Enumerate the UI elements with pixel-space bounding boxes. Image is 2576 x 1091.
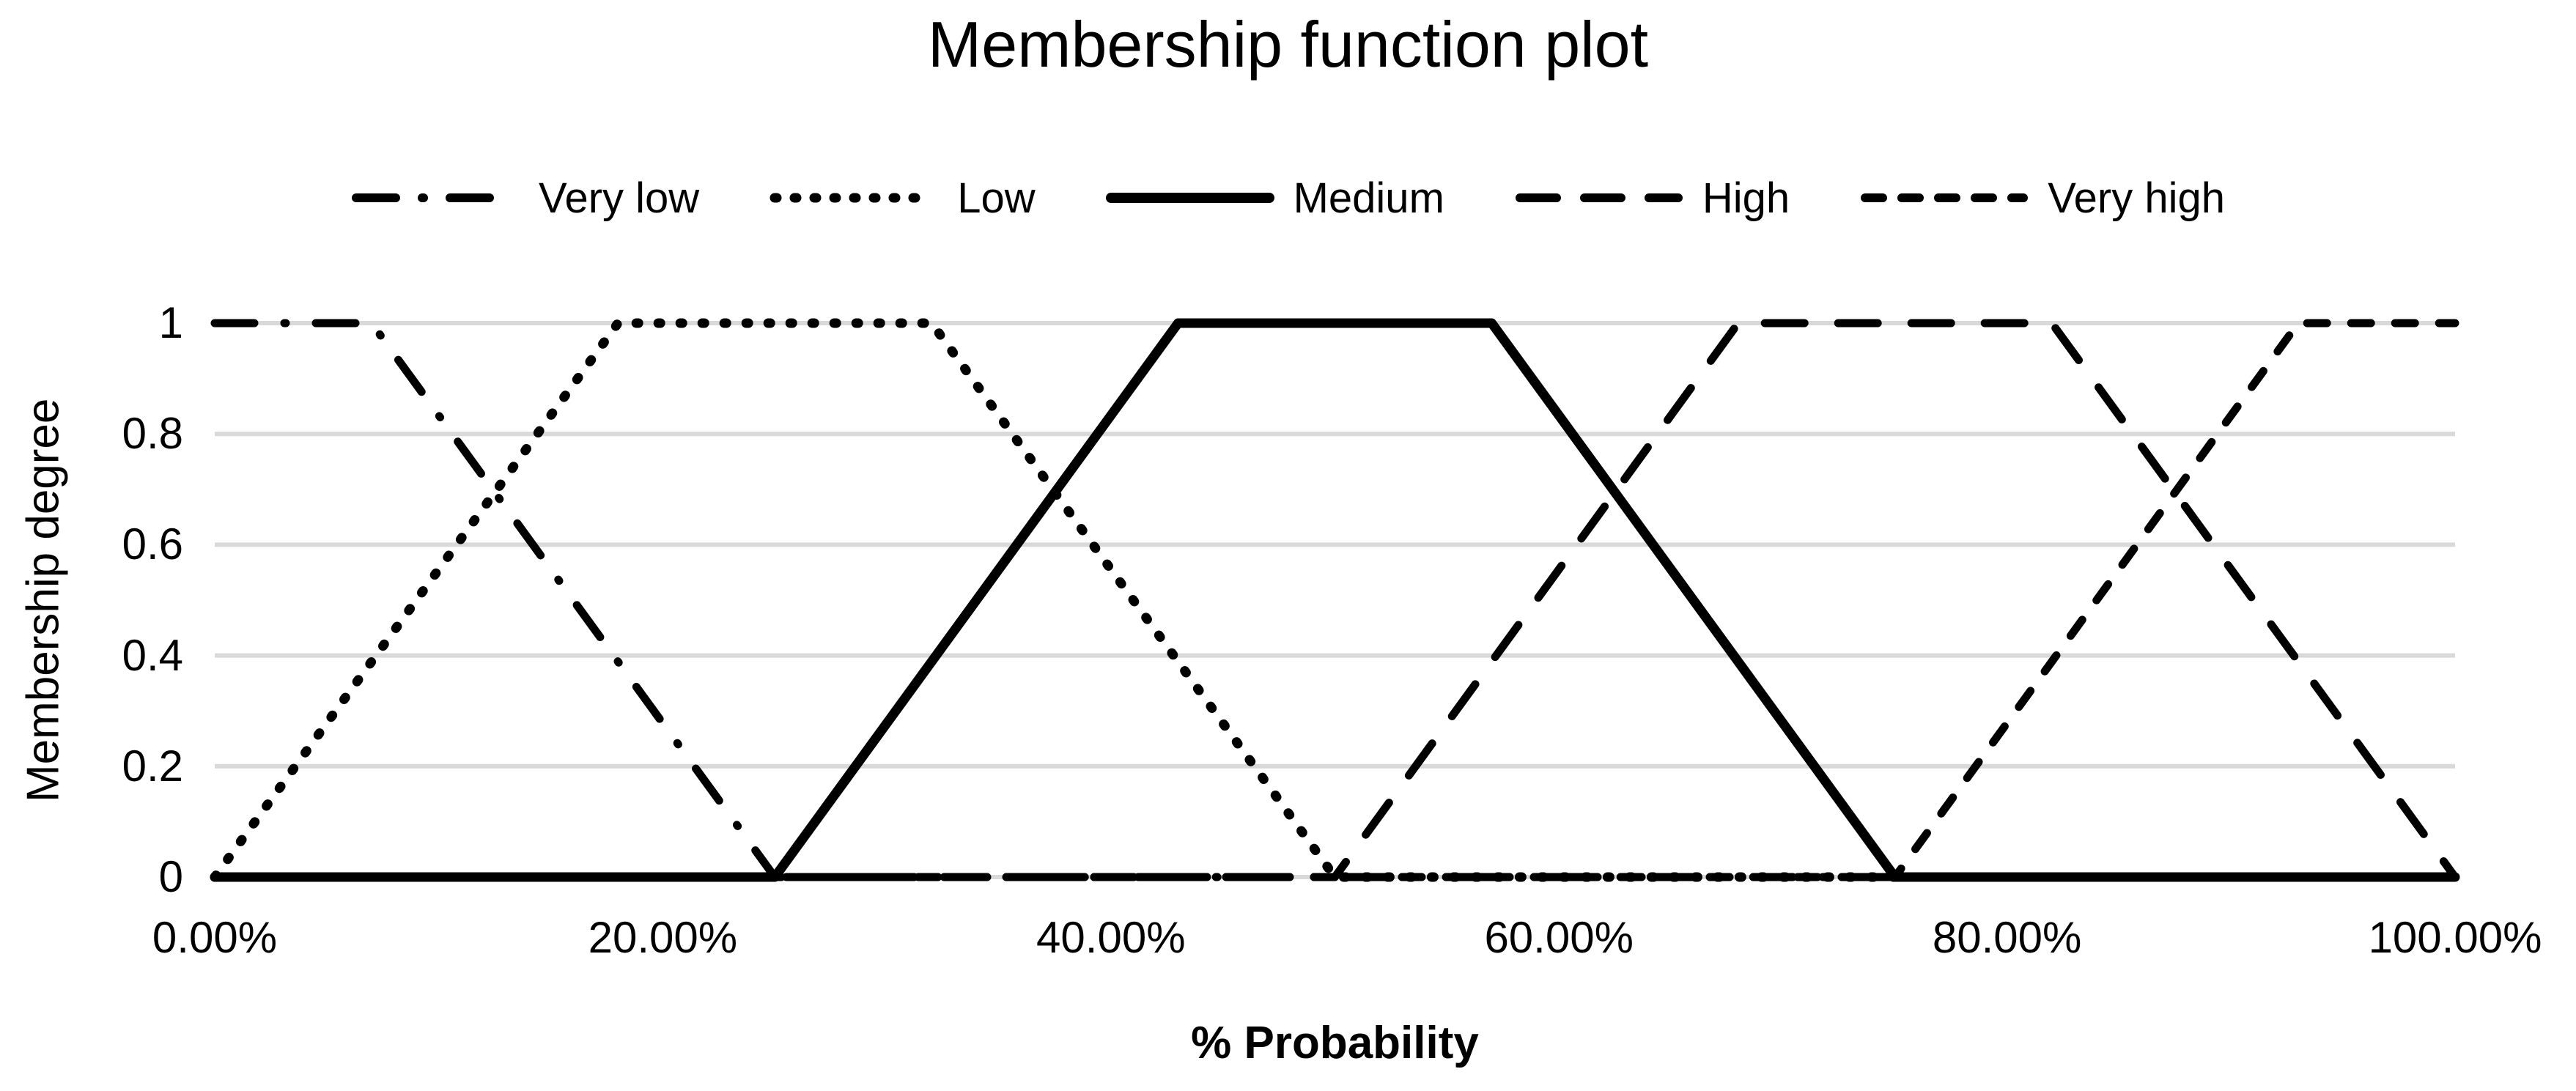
legend-label-very-low: Very low <box>538 174 700 222</box>
legend-label-low: Low <box>957 174 1036 222</box>
y-axis-title: Membership degree <box>18 398 69 802</box>
chart-legend: Very low Low Medium High Very high <box>0 163 2576 233</box>
legend-line-sample-high <box>1515 193 1683 202</box>
legend-line-sample-very-low <box>351 193 519 202</box>
x-tick-label-40-00-: 40.00% <box>1036 913 1186 962</box>
series-line-very-low <box>210 319 2459 881</box>
y-tick-label-0-4: 0.4 <box>122 630 183 680</box>
legend-line-sample-medium <box>1105 193 1274 203</box>
legend-item-very-low: Very low <box>351 174 699 223</box>
series-line-low <box>210 318 2460 882</box>
x-tick-label-60-00-: 60.00% <box>1484 913 1634 962</box>
legend-label-high: High <box>1702 174 1790 222</box>
x-axis-title: % Probability <box>1191 1018 1479 1068</box>
series-line-very-high <box>210 319 2459 881</box>
legend-line-sample-low <box>770 193 938 203</box>
chart-title: Membership function plot <box>927 8 1649 81</box>
legend-item-medium: Medium <box>1105 174 1444 223</box>
y-tick-label-0: 0 <box>158 852 183 901</box>
x-tick-label-20-00-: 20.00% <box>588 913 738 962</box>
legend-item-low: Low <box>770 174 1036 223</box>
legend-label-medium: Medium <box>1293 174 1444 222</box>
y-tick-label-0-6: 0.6 <box>122 519 183 569</box>
y-tick-label-0-2: 0.2 <box>122 741 183 791</box>
y-tick-label-0-8: 0.8 <box>122 409 183 459</box>
legend-item-high: High <box>1515 174 1790 223</box>
legend-item-very-high: Very high <box>1860 174 2225 223</box>
series-line-medium <box>210 318 2460 882</box>
series-line-high <box>210 319 2459 881</box>
x-tick-label-80-00-: 80.00% <box>1932 913 2082 962</box>
plot-area <box>210 318 2460 882</box>
y-tick-label-1: 1 <box>158 298 183 347</box>
legend-line-sample-very-high <box>1861 193 2029 202</box>
legend-label-very-high: Very high <box>2048 174 2226 222</box>
x-tick-label-100-00-: 100.00% <box>2368 913 2542 962</box>
x-tick-label-0-00-: 0.00% <box>152 913 278 962</box>
